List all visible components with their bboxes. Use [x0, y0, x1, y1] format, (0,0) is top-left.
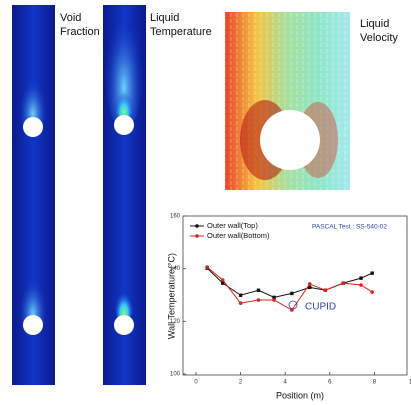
y-tick-label: 100 — [170, 372, 181, 378]
data-point — [238, 293, 243, 297]
x-axis-label: Position (m) — [276, 390, 324, 400]
x-tick-label: 10 — [409, 380, 411, 386]
x-tick-label: 2 — [239, 380, 243, 386]
data-point — [308, 285, 312, 290]
panel-label: Velocity — [360, 32, 398, 44]
annotation: CUPID — [305, 302, 336, 313]
legend-marker — [195, 224, 199, 228]
data-point — [220, 278, 225, 282]
x-tick-label: 8 — [373, 380, 377, 386]
data-point — [290, 291, 294, 296]
x-tick-label: 4 — [284, 380, 288, 386]
legend-label: Outer wall(Bottom) — [207, 231, 270, 240]
annotation-circle — [288, 300, 298, 310]
plot-frame — [182, 215, 408, 376]
data-point — [359, 283, 363, 287]
panel-label: Void — [60, 12, 81, 24]
data-point — [272, 295, 276, 300]
panel-label: Liquid — [360, 18, 389, 30]
legend-marker — [195, 234, 199, 238]
y-tick-label: 120 — [170, 319, 181, 325]
data-point — [256, 288, 261, 292]
liquid-temperature-image — [103, 0, 146, 385]
y-axis-label: Wall Temperature(°C) — [166, 253, 176, 339]
x-tick-label: 6 — [328, 380, 332, 386]
data-point — [256, 298, 261, 302]
x-tick-label: 0 — [194, 380, 198, 386]
y-tick-label: 140 — [170, 266, 181, 272]
data-point — [370, 290, 374, 294]
panel-label: Temperature — [150, 26, 212, 38]
data-point — [359, 276, 363, 280]
data-point — [205, 265, 209, 269]
annotation: PASCAL Test : SS-540-02 — [312, 224, 387, 231]
data-point — [370, 271, 374, 275]
legend-label: Outer wall(Top) — [207, 221, 258, 230]
y-tick-label: 160 — [170, 214, 181, 220]
void-fraction-image — [12, 5, 55, 385]
data-point — [238, 301, 243, 305]
panel-label: Liquid — [150, 12, 179, 24]
data-point — [307, 282, 312, 286]
data-point — [272, 298, 276, 302]
data-point — [341, 281, 345, 285]
data-point — [221, 281, 225, 285]
data-point — [323, 288, 328, 293]
liquid-velocity-image — [225, 12, 350, 190]
panel-label: Fraction — [60, 26, 100, 38]
